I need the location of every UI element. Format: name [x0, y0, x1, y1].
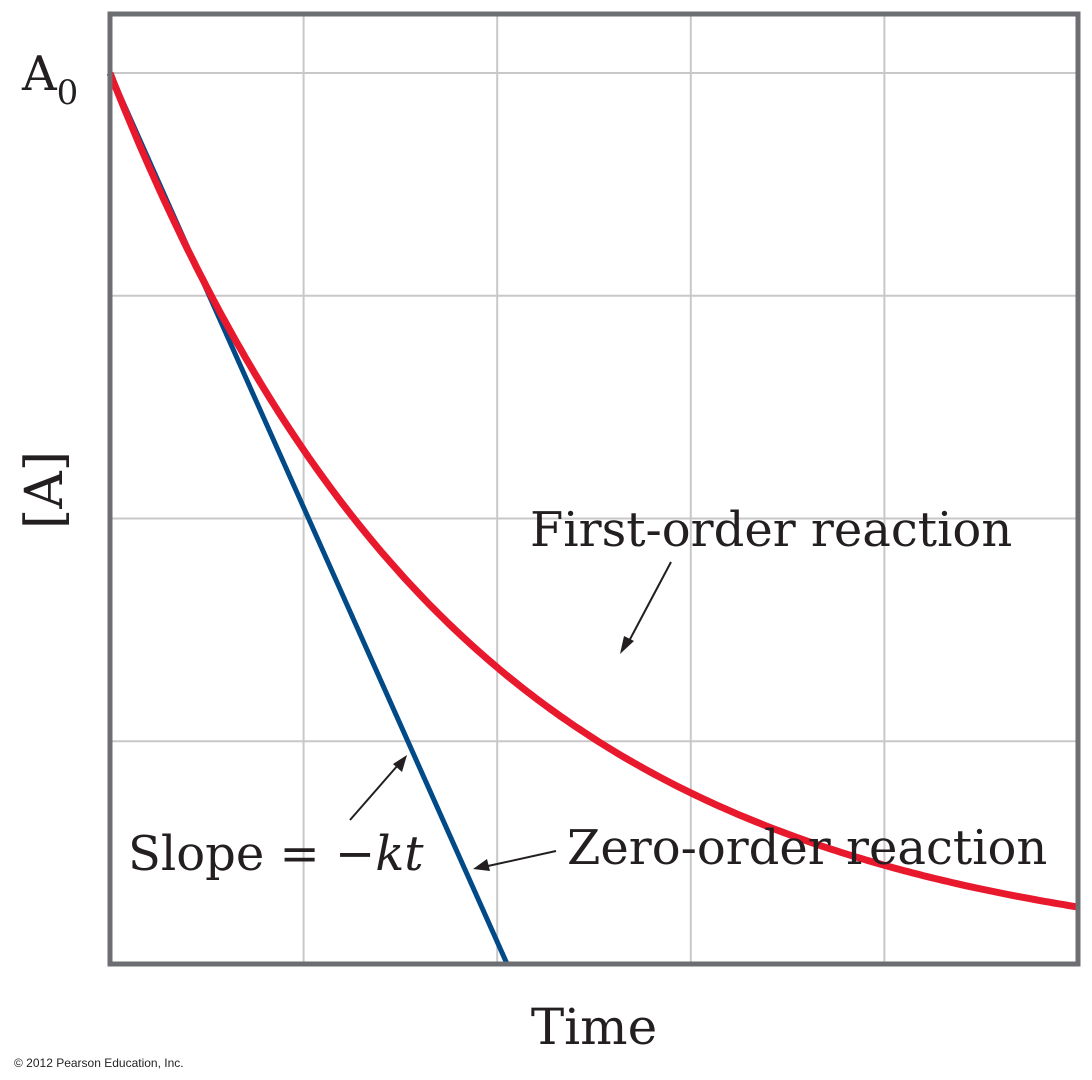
a0-subscript: 0 [57, 73, 79, 113]
slope-pointer-arrow [349, 755, 407, 821]
first-order-series-label: First-order reaction [530, 502, 1012, 558]
copyright-notice: © 2012 Pearson Education, Inc. [14, 1056, 184, 1070]
first-order-series-line [106, 71, 1079, 911]
zero-order-series-label: Zero-order reaction [567, 820, 1047, 876]
plot-frame [107, 11, 1081, 967]
first-order-pointer-arrow [620, 561, 672, 654]
a0-base: A [21, 46, 58, 102]
zero-order-pointer-arrow [473, 850, 557, 871]
y-axis-label: [A] [15, 451, 75, 529]
slope-annotation-prefix: Slope = − [128, 826, 375, 882]
x-axis-label: Time [531, 998, 657, 1056]
slope-annotation-kt: kt [375, 826, 424, 882]
y-tick-label-a0: A0 [21, 46, 78, 113]
slope-annotation: Slope = −kt [128, 826, 424, 882]
